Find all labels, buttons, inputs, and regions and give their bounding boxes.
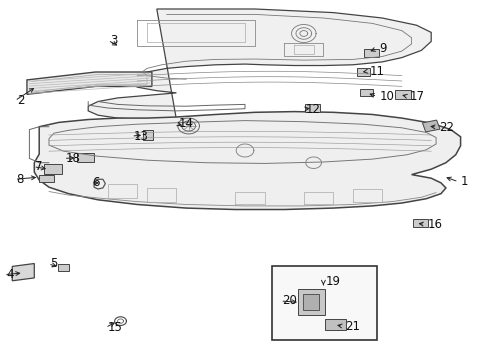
- Text: 7: 7: [35, 160, 43, 173]
- Polygon shape: [305, 104, 320, 112]
- Polygon shape: [357, 68, 370, 76]
- Polygon shape: [34, 112, 461, 210]
- Text: 6: 6: [93, 176, 100, 189]
- Polygon shape: [44, 164, 62, 174]
- Text: 14: 14: [178, 117, 194, 130]
- Text: 17: 17: [410, 90, 425, 103]
- Text: 4: 4: [6, 268, 13, 281]
- Text: 13: 13: [133, 130, 148, 143]
- Text: 15: 15: [107, 321, 122, 334]
- Polygon shape: [303, 294, 319, 310]
- Text: 22: 22: [439, 121, 454, 134]
- Polygon shape: [413, 219, 428, 227]
- Text: 2: 2: [17, 94, 24, 107]
- Text: 5: 5: [50, 257, 57, 270]
- Polygon shape: [12, 264, 34, 281]
- Text: 16: 16: [427, 218, 442, 231]
- Text: 12: 12: [306, 103, 321, 116]
- Bar: [272, 266, 377, 340]
- Polygon shape: [88, 9, 431, 120]
- Text: 1: 1: [461, 175, 468, 188]
- Text: 19: 19: [325, 275, 341, 288]
- Text: 18: 18: [66, 152, 80, 165]
- Polygon shape: [298, 289, 324, 315]
- Text: 21: 21: [345, 320, 360, 333]
- Polygon shape: [360, 89, 373, 96]
- Text: 3: 3: [110, 34, 117, 47]
- Polygon shape: [77, 153, 94, 162]
- Polygon shape: [58, 264, 69, 271]
- Polygon shape: [364, 49, 379, 57]
- Polygon shape: [39, 175, 54, 182]
- Polygon shape: [395, 90, 411, 99]
- Text: 8: 8: [17, 173, 24, 186]
- Text: 20: 20: [282, 294, 297, 307]
- Polygon shape: [143, 130, 153, 140]
- Polygon shape: [27, 72, 152, 94]
- Text: 9: 9: [379, 42, 387, 55]
- Polygon shape: [422, 120, 440, 132]
- Polygon shape: [325, 319, 346, 330]
- Text: 10: 10: [379, 90, 394, 103]
- Text: 11: 11: [369, 65, 385, 78]
